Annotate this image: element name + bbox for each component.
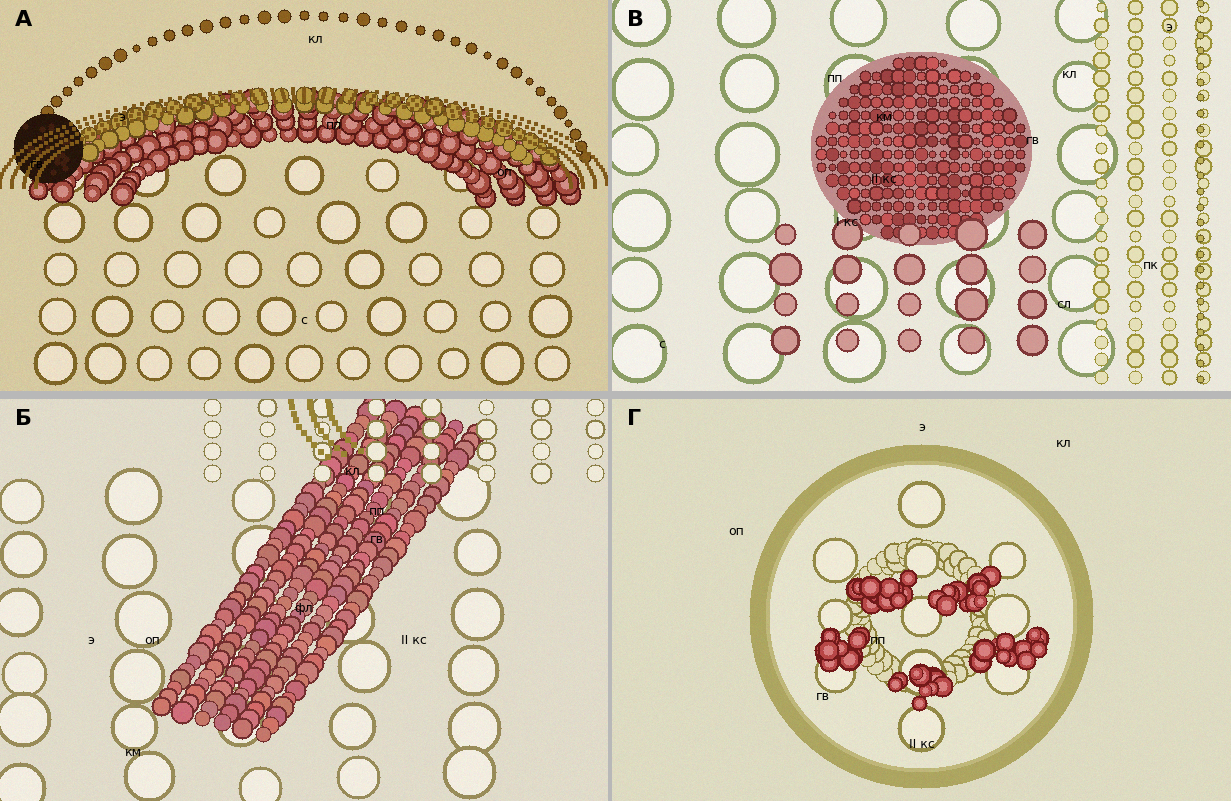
Text: гв: гв xyxy=(30,158,43,171)
Text: I кс: I кс xyxy=(836,216,858,229)
Text: э: э xyxy=(1166,21,1173,34)
Text: II кс: II кс xyxy=(400,634,426,646)
Text: фл: фл xyxy=(294,602,314,614)
Text: э: э xyxy=(118,111,126,124)
Text: пк: пк xyxy=(1142,260,1158,272)
Text: кл: кл xyxy=(1056,437,1072,449)
Text: км: км xyxy=(126,747,143,759)
Text: пп: пп xyxy=(826,72,843,85)
Text: гв: гв xyxy=(371,533,384,546)
Text: II кс: II кс xyxy=(908,739,934,751)
Text: Г: Г xyxy=(628,409,641,429)
Text: оп: оп xyxy=(144,634,160,646)
Text: км: км xyxy=(875,111,892,124)
Text: оп: оп xyxy=(728,525,744,538)
Text: кл: кл xyxy=(1062,68,1078,81)
Text: э: э xyxy=(918,421,924,433)
Text: э: э xyxy=(87,634,95,646)
Text: сл: сл xyxy=(1056,299,1071,312)
Text: оп: оп xyxy=(496,166,512,179)
Text: Б: Б xyxy=(15,409,32,429)
Text: А: А xyxy=(15,10,32,30)
Text: гв: гв xyxy=(1025,135,1040,147)
Text: пп: пп xyxy=(870,634,886,646)
Text: II кс: II кс xyxy=(872,173,897,187)
Text: пп: пп xyxy=(326,119,342,131)
Text: В: В xyxy=(628,10,645,30)
Text: кл: кл xyxy=(345,465,361,478)
Text: гв: гв xyxy=(815,690,830,703)
Text: кл: кл xyxy=(308,33,324,46)
Text: с: с xyxy=(659,337,665,351)
Text: с: с xyxy=(300,314,308,327)
Text: пп: пп xyxy=(369,505,385,518)
